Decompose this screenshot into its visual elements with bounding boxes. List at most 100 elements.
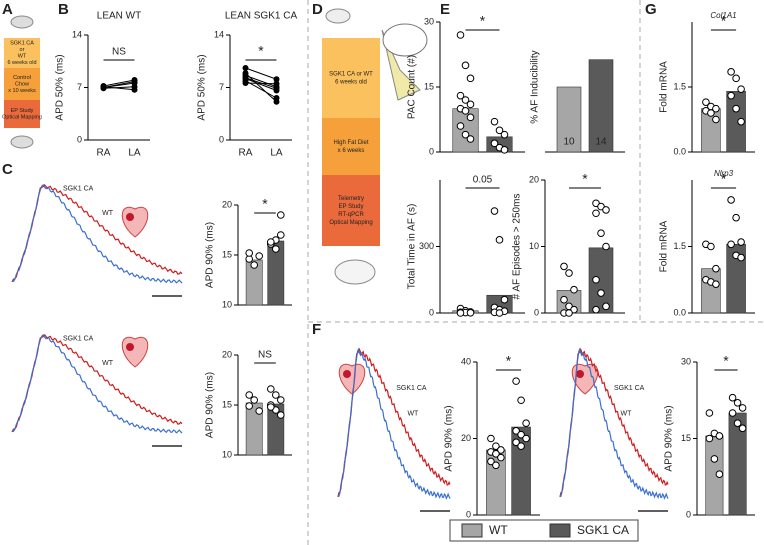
annotation: NS — [258, 350, 272, 361]
panel-label: A — [2, 1, 13, 18]
point — [255, 252, 264, 260]
point — [560, 295, 568, 304]
n-label: 14 — [595, 137, 607, 148]
y-tick-label: 300 — [419, 241, 434, 251]
point — [705, 434, 714, 443]
point — [707, 242, 715, 251]
y-tick-label: 14 — [214, 29, 224, 39]
y-tick-label: 15 — [222, 399, 232, 409]
point — [500, 130, 509, 139]
y-tick-label: 20 — [461, 433, 471, 443]
pair-line — [103, 86, 135, 89]
point — [492, 442, 500, 450]
point — [560, 262, 568, 271]
bar — [728, 412, 747, 516]
trace-label: WT — [102, 360, 114, 367]
y-axis-label: Total Time in AF (s) — [407, 204, 418, 290]
panel-label: E — [440, 1, 450, 18]
y-tick-label: 10 — [529, 241, 539, 251]
point — [712, 280, 720, 288]
y-axis-label: % AF Inducibility — [530, 50, 541, 123]
point — [737, 253, 745, 262]
point — [490, 117, 499, 126]
trace-label: WT — [102, 210, 114, 217]
legend-swatch — [461, 523, 483, 538]
trace-line — [559, 347, 669, 500]
point — [727, 240, 735, 249]
point — [492, 450, 500, 458]
annotation: * — [582, 171, 588, 187]
panel-label: G — [645, 1, 657, 18]
point — [710, 455, 719, 463]
timeline-text: EP Study — [339, 204, 364, 210]
annotation: * — [721, 171, 727, 187]
timeline-text: x 10 weeks — [8, 88, 36, 94]
y-axis-label: APD 90% (ms) — [444, 405, 455, 471]
timeline-a — [4, 15, 40, 149]
point — [461, 61, 470, 70]
point — [267, 403, 275, 411]
point — [100, 84, 107, 91]
point — [272, 391, 280, 399]
point — [267, 238, 275, 246]
chart-title: Nlrp3 — [714, 169, 734, 178]
point — [267, 385, 275, 393]
point — [242, 65, 249, 71]
point — [250, 396, 258, 404]
point — [738, 424, 747, 433]
point — [131, 86, 138, 93]
point — [490, 139, 499, 148]
point — [277, 396, 285, 404]
mouse-icon — [382, 23, 428, 57]
heart-spot — [576, 370, 584, 378]
point — [592, 305, 600, 314]
timeline-text: or — [20, 47, 25, 53]
annotation: * — [480, 13, 486, 29]
point — [512, 438, 520, 447]
timeline-d — [322, 8, 428, 285]
pair-line — [103, 79, 135, 87]
point — [728, 409, 737, 417]
point — [592, 275, 600, 284]
point — [602, 302, 610, 311]
bar — [486, 449, 506, 516]
heart-icon — [121, 336, 149, 368]
timeline-box — [322, 118, 380, 175]
y-tick-label: 15 — [681, 433, 691, 443]
point — [712, 104, 720, 113]
trace-line — [337, 347, 451, 500]
point — [456, 122, 465, 130]
timeline-text: RT-qPCR — [338, 212, 364, 218]
point — [492, 461, 500, 470]
pair-line — [245, 78, 277, 91]
timeline-text: 6 weeks old — [7, 60, 36, 66]
point — [242, 80, 249, 86]
legend-label: SGK1 CA — [577, 523, 629, 537]
y-tick-label: 15 — [222, 249, 232, 259]
annotation: * — [258, 43, 264, 59]
point — [597, 229, 605, 237]
bar — [556, 86, 582, 153]
timeline-box — [4, 68, 40, 100]
trace-label: WT — [407, 411, 419, 418]
point — [737, 238, 745, 246]
mouse-icon — [334, 259, 376, 285]
y-axis-label: PAC Count (#) — [407, 55, 418, 119]
mouse-icon — [10, 135, 34, 149]
point — [495, 126, 504, 135]
point — [727, 196, 735, 204]
n-label: 10 — [563, 137, 575, 148]
heart-spot — [126, 213, 134, 221]
bar — [588, 59, 614, 153]
point — [712, 264, 720, 273]
point — [461, 96, 470, 104]
timeline-text: Chow — [15, 81, 29, 87]
y-tick-label: 0 — [686, 509, 691, 519]
y-axis-label: # AF Episodes > 250ms — [512, 194, 523, 300]
pair-line — [103, 86, 135, 91]
y-tick-label: 10 — [222, 449, 232, 459]
point — [495, 236, 504, 244]
timeline-text: SGK1 CA — [10, 41, 34, 47]
pair-line — [245, 77, 277, 89]
point — [131, 78, 138, 85]
